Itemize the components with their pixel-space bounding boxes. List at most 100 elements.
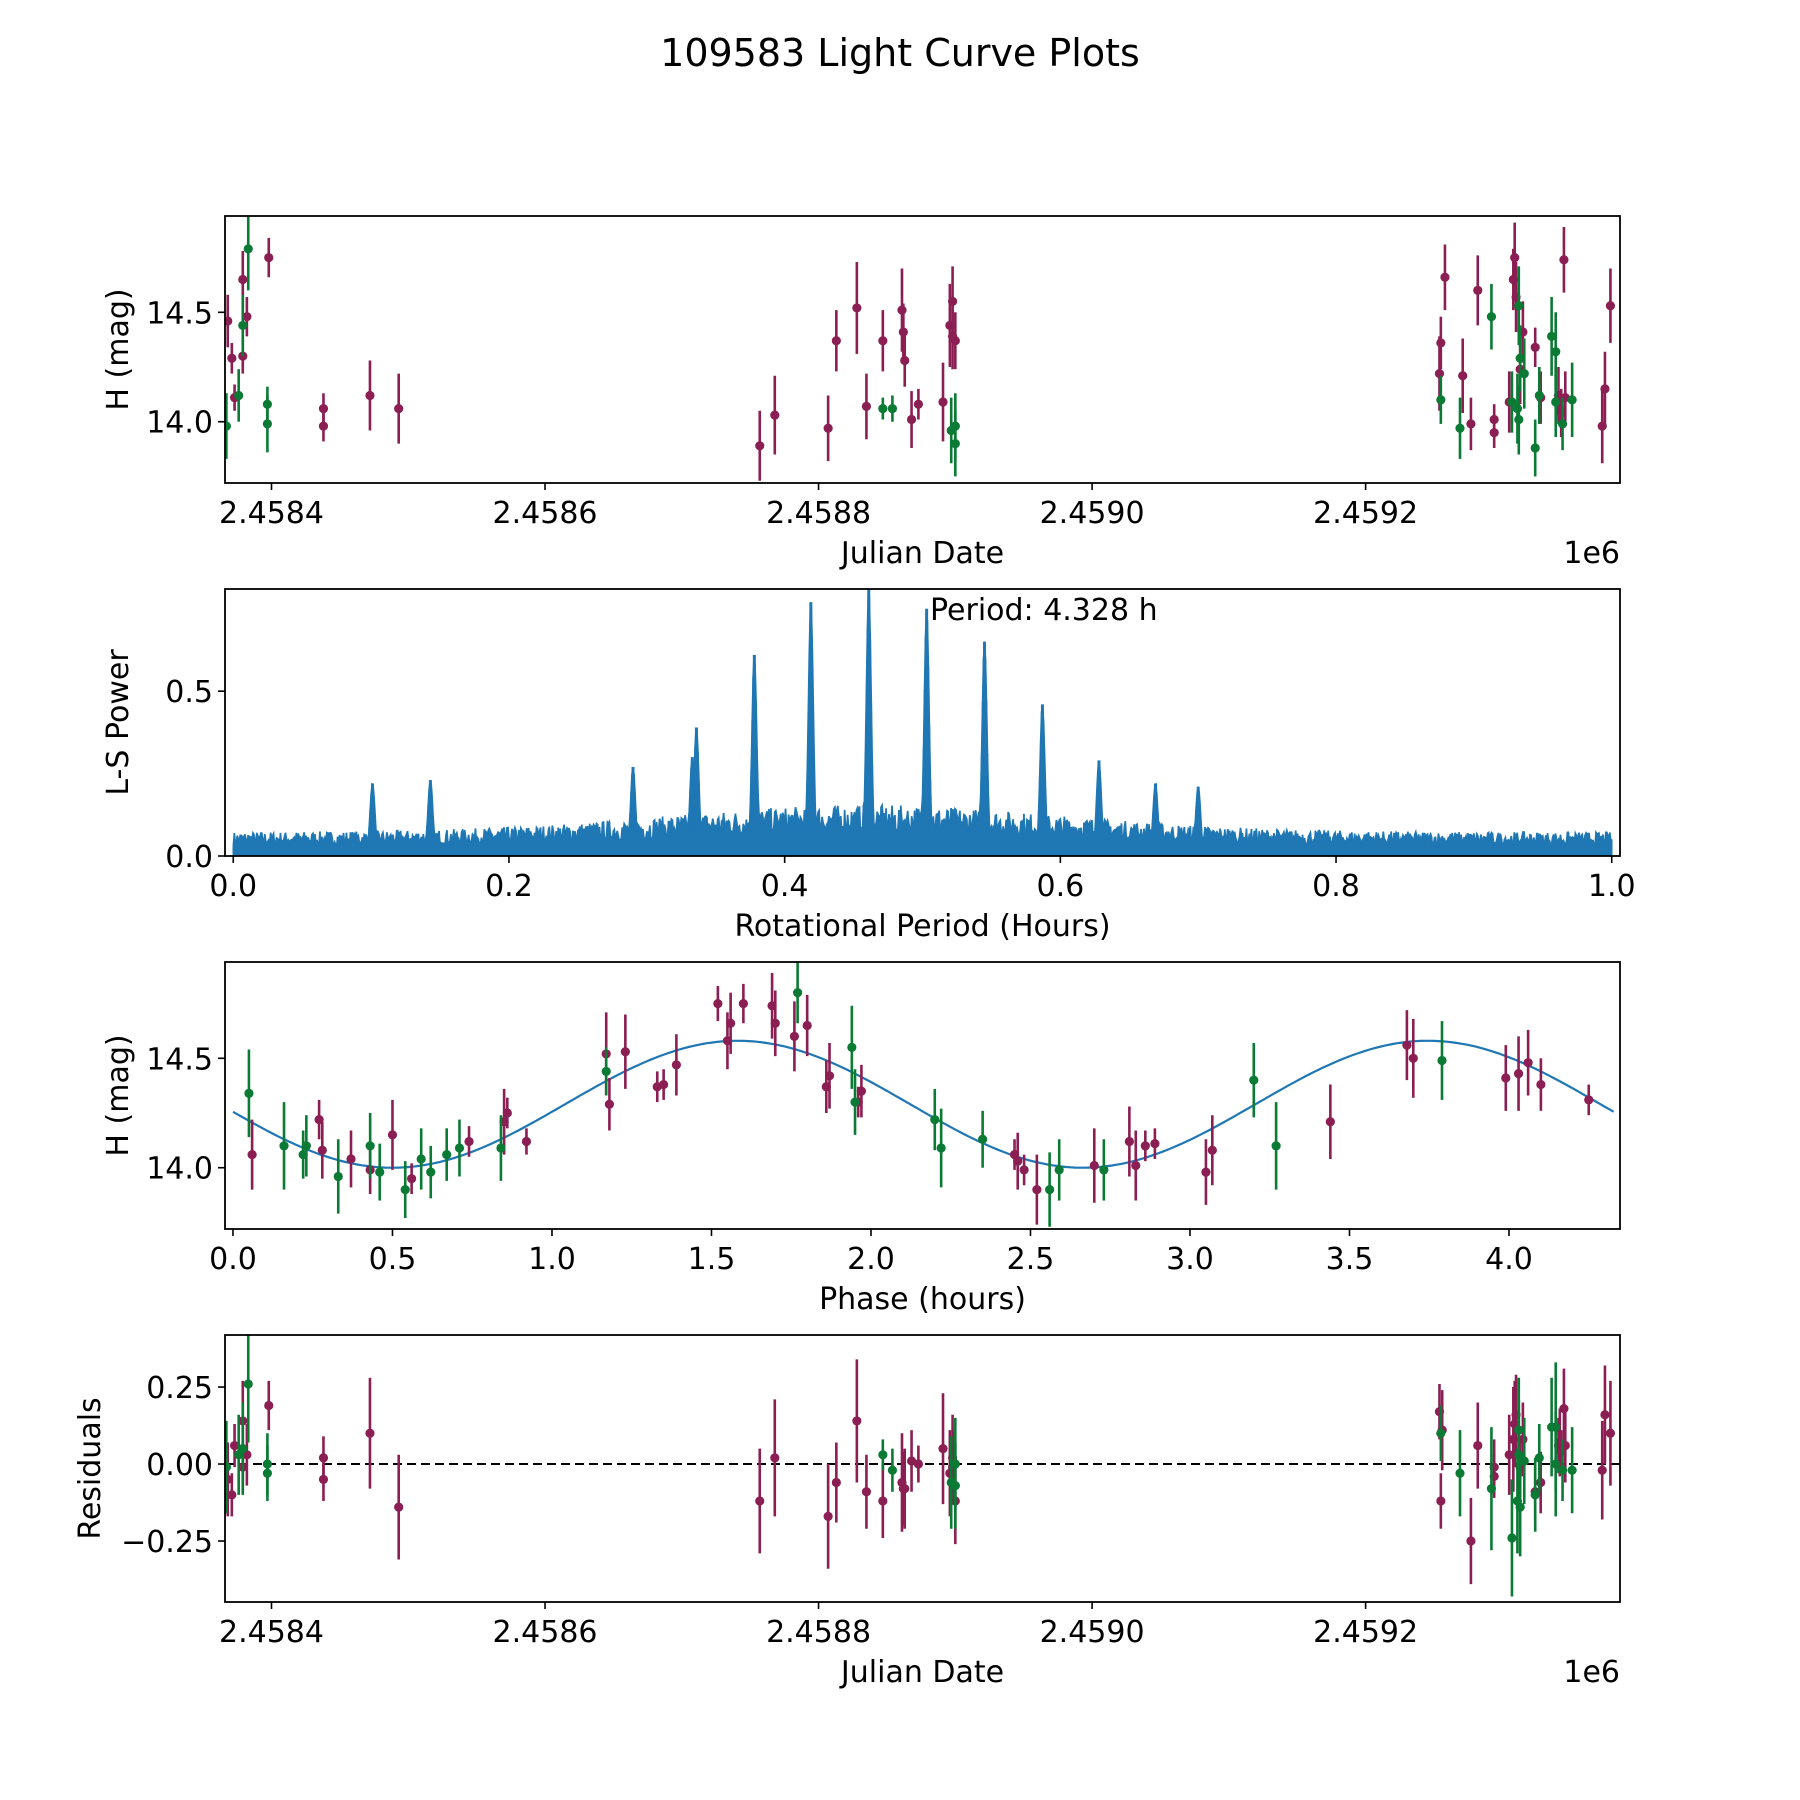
data-point [913, 399, 923, 409]
x-tick-label: 2.4588 [766, 496, 871, 531]
x-tick-label: 0.0 [209, 1242, 257, 1277]
data-point [1557, 419, 1568, 429]
data-point [1436, 1428, 1446, 1438]
data-point [831, 1477, 841, 1488]
data-point [1515, 353, 1525, 363]
data-point [1567, 395, 1577, 405]
data-point [264, 1400, 274, 1411]
data-point [770, 410, 780, 420]
data-point [1131, 1160, 1141, 1171]
x-axis-label: Phase (hours) [819, 1282, 1026, 1317]
data-point [1507, 1533, 1517, 1543]
data-point [1249, 1075, 1259, 1085]
data-point [906, 1456, 917, 1466]
data-point [950, 336, 960, 346]
x-tick-label: 1.0 [1588, 869, 1636, 904]
data-point [913, 1459, 923, 1469]
data-point [1466, 1536, 1476, 1546]
lightcurve-panel: 2.4584 2.4586 2.4588 2.4590 2.4592 14.0 14.5 Ju… [101, 215, 1621, 571]
x-tick-label: 0.2 [485, 869, 533, 904]
x-tick-label: 2.4592 [1313, 496, 1418, 531]
data-point [878, 403, 888, 414]
data-point [243, 1379, 253, 1389]
y-axis-label: H (mag) [101, 288, 136, 410]
data-point [1514, 1425, 1524, 1435]
data-point [301, 1141, 311, 1151]
y-tick-label: 0.5 [165, 675, 213, 710]
data-point [454, 1143, 465, 1153]
data-point [978, 1134, 988, 1144]
y-tick-label: 14.5 [146, 296, 213, 331]
x-tick-label: 0.6 [1036, 869, 1084, 904]
data-point [333, 1171, 343, 1182]
data-point [938, 397, 948, 407]
data-point [1455, 1468, 1465, 1478]
data-point [1547, 331, 1557, 341]
data-point [264, 252, 274, 263]
data-point [726, 1018, 736, 1028]
data-point [930, 1114, 940, 1125]
data-point [738, 998, 748, 1009]
data-point [936, 1143, 946, 1153]
data-point [1402, 1040, 1412, 1050]
data-point [601, 1066, 611, 1077]
data-point [416, 1154, 426, 1164]
phased-lightcurve-panel: 0.0 0.5 1.0 1.5 2.0 2.5 3.0 3.5 4.0 14.0 14.5 Phase… [101, 961, 1621, 1317]
data-point [318, 421, 329, 431]
data-point [887, 403, 898, 414]
data-point [861, 1487, 872, 1497]
data-point [1489, 414, 1499, 425]
data-point [1513, 1069, 1524, 1079]
data-point [1507, 397, 1517, 407]
data-point [234, 390, 244, 401]
data-point [1523, 1058, 1533, 1068]
data-point [1510, 252, 1520, 263]
x-tick-label: 0.8 [1312, 869, 1360, 904]
x-tick-label: 2.4586 [493, 496, 598, 531]
series-filter-a [247, 972, 1594, 1225]
periodogram-panel: Period: 4.328 h 0.0 0.2 0.4 0.6 0.8 1.0 0.0 0.5 R… [101, 588, 1636, 944]
data-point [346, 1154, 356, 1164]
y-tick-label: 14.5 [146, 1042, 213, 1077]
data-point [824, 1071, 835, 1081]
data-point [897, 305, 907, 315]
data-point [831, 336, 841, 346]
data-point [394, 403, 404, 414]
data-point [671, 1060, 681, 1070]
data-point [1436, 395, 1446, 405]
data-point [1519, 1456, 1529, 1466]
data-point [861, 401, 872, 412]
data-point [1530, 443, 1540, 453]
data-point [1514, 414, 1524, 425]
data-point [1584, 1095, 1594, 1105]
data-point [407, 1174, 417, 1184]
data-point [1530, 1490, 1540, 1500]
data-point [1150, 1139, 1160, 1149]
data-point [1559, 255, 1569, 265]
data-point [262, 1468, 272, 1478]
data-point [850, 1097, 860, 1107]
data-point [1486, 312, 1497, 322]
data-point [1437, 1055, 1447, 1066]
data-point [1473, 1440, 1483, 1451]
y-axis-label: L-S Power [101, 649, 136, 796]
data-point [1559, 1404, 1569, 1414]
x-tick-label: 1.5 [688, 1242, 736, 1277]
data-point [1501, 1073, 1511, 1083]
x-offset-label: 1e6 [1563, 536, 1620, 571]
data-point [878, 1450, 888, 1460]
data-point [464, 1136, 474, 1147]
y-tick-label: 14.0 [146, 406, 213, 441]
data-point [1201, 1167, 1211, 1177]
x-tick-label: 2.4590 [1040, 1615, 1145, 1650]
data-point [1600, 1410, 1610, 1420]
x-tick-label: 2.4590 [1040, 496, 1145, 531]
data-point [387, 1130, 398, 1140]
data-point [1536, 1477, 1546, 1488]
data-point [1567, 1465, 1577, 1475]
period-annotation: Period: 4.328 h [930, 593, 1158, 628]
data-point [900, 355, 910, 366]
data-point [1458, 371, 1468, 381]
residuals-panel: 2.4584 2.4586 2.4588 2.4590 2.4592 −0.25 0.00 0… [73, 1334, 1621, 1690]
